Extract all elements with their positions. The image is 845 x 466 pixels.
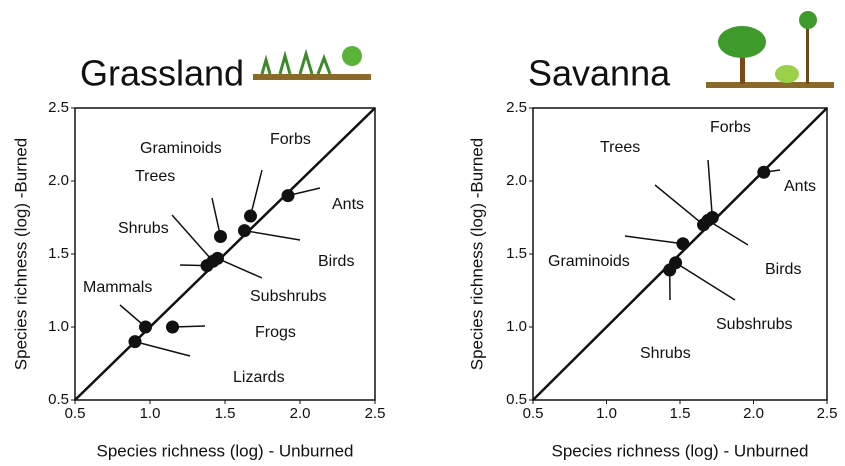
leader-line <box>707 219 749 246</box>
shrub <box>775 65 799 83</box>
point <box>757 165 771 179</box>
point-label: Trees <box>600 139 640 156</box>
x-axis-label: Species richness (log) - Unburned <box>96 441 353 460</box>
point <box>669 256 683 270</box>
point <box>128 335 142 349</box>
y-tick-label: 2.0 <box>506 172 527 189</box>
point <box>166 320 179 334</box>
y-tick-label: 2.5 <box>506 99 527 116</box>
leader-line <box>171 214 214 262</box>
leader-line <box>244 229 301 241</box>
savanna-scene <box>706 11 834 88</box>
point <box>676 237 690 251</box>
point-label: Trees <box>135 168 175 185</box>
point-label: Forbs <box>270 131 311 148</box>
y-tick-label: 0.5 <box>48 391 69 408</box>
x-tick-label: 2.0 <box>743 405 764 422</box>
leader-line <box>134 340 191 357</box>
point-label: Forbs <box>710 119 751 136</box>
chart-title: Grassland <box>80 53 244 94</box>
x-tick-label: 1.5 <box>670 405 691 422</box>
point <box>281 189 295 203</box>
x-tick-label: 2.5 <box>817 405 838 422</box>
y-tick-label: 1.5 <box>506 245 527 262</box>
y-tick-label: 2.0 <box>48 172 69 189</box>
bush <box>342 46 362 66</box>
point-label: Lizards <box>233 369 285 386</box>
palm-trunk <box>806 22 809 84</box>
palm-crown <box>799 11 817 29</box>
leader-line <box>654 184 704 226</box>
point-label: Graminoids <box>140 140 222 157</box>
x-tick-label: 1.0 <box>140 405 161 422</box>
point-label: Ants <box>784 178 816 195</box>
point <box>238 224 251 238</box>
leader-line <box>675 262 736 301</box>
point-label: Birds <box>765 261 801 278</box>
leader-line <box>707 159 714 218</box>
point <box>211 251 224 265</box>
identity-line <box>74 107 376 401</box>
point <box>705 211 719 224</box>
chart-title: Savanna <box>528 53 671 94</box>
point-label: Shrubs <box>640 345 691 362</box>
leader-line <box>624 235 684 245</box>
point-label: Graminoids <box>548 253 630 270</box>
x-tick-label: 1.5 <box>215 405 236 422</box>
y-axis-label: Species richness (log) -Burned <box>467 138 486 370</box>
x-tick-label: 2.5 <box>365 405 386 422</box>
point-label: Mammals <box>83 279 152 296</box>
y-tick-label: 1.0 <box>506 318 527 335</box>
grass <box>260 48 332 75</box>
tree-crown <box>718 26 766 58</box>
point-label: Subshrubs <box>250 288 327 305</box>
y-tick-label: 1.0 <box>48 318 69 335</box>
y-tick-label: 0.5 <box>506 391 527 408</box>
x-tick-label: 0.5 <box>523 405 544 422</box>
y-axis-label: Species richness (log) -Burned <box>11 138 30 370</box>
point <box>244 209 257 223</box>
point-label: Birds <box>318 253 354 270</box>
y-tick-label: 2.5 <box>48 99 69 116</box>
y-tick-label: 1.5 <box>48 245 69 262</box>
point <box>139 320 152 334</box>
x-tick-label: 2.0 <box>290 405 311 422</box>
x-tick-label: 0.5 <box>65 405 86 422</box>
x-axis-label: Species richness (log) - Unburned <box>551 441 808 460</box>
point-label: Shrubs <box>118 220 169 237</box>
ground <box>706 82 834 88</box>
trunk <box>740 50 745 84</box>
point <box>214 229 227 243</box>
point-label: Frogs <box>255 324 296 341</box>
point-label: Subshrubs <box>716 316 793 333</box>
leader-line <box>211 197 222 237</box>
x-tick-label: 1.0 <box>596 405 617 422</box>
leader-line <box>217 257 263 279</box>
leader-line <box>249 169 263 217</box>
point-label: Ants <box>332 196 364 213</box>
identity-line <box>532 107 828 401</box>
ground <box>253 74 371 80</box>
grassland-scene <box>253 46 371 80</box>
